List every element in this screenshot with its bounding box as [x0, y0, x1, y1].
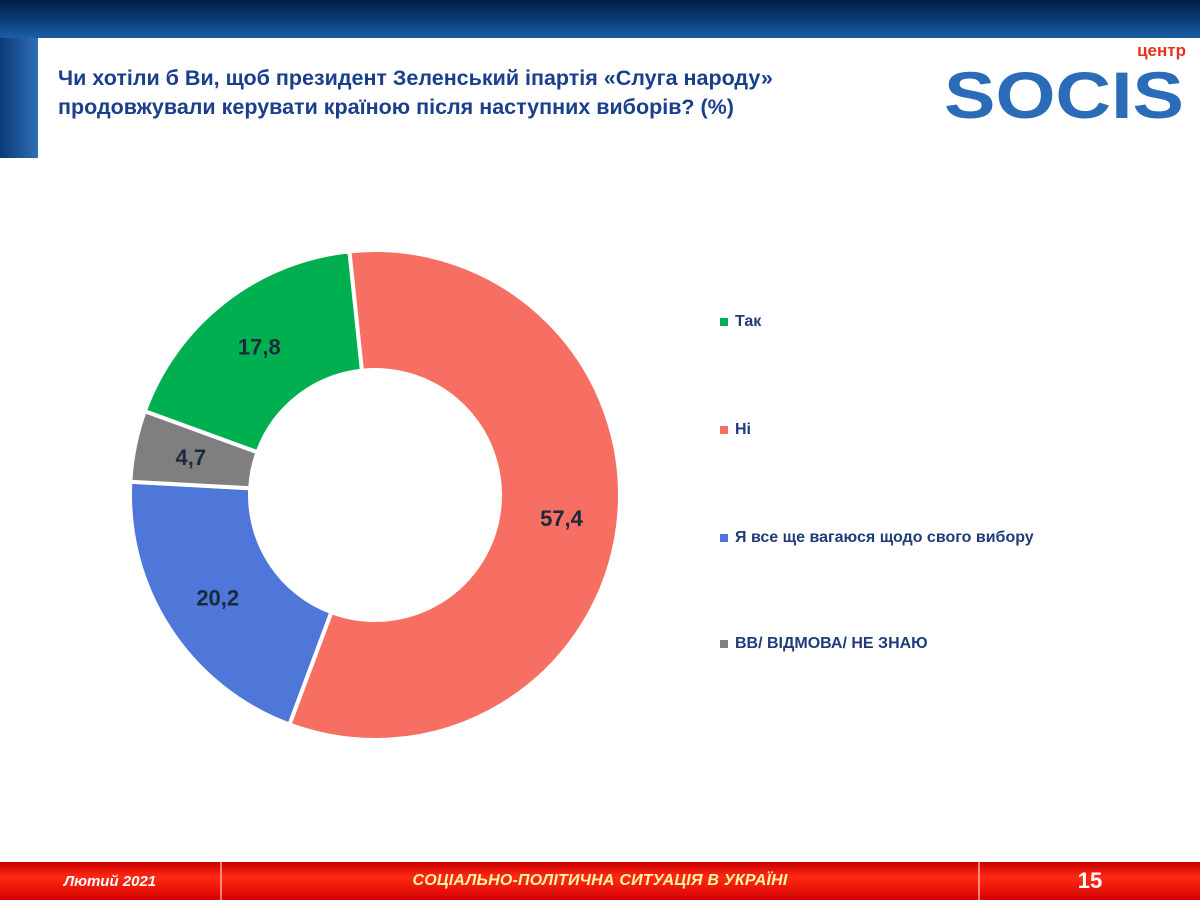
legend-item-ni: Ні: [720, 418, 751, 442]
title-line-2: продовжували керувати країною після наст…: [58, 95, 734, 119]
chart-slices: [128, 248, 622, 742]
page-title: Чи хотіли б Ви, щоб президент Зеленський…: [58, 64, 898, 122]
legend-label: ВВ/ ВІДМОВА/ НЕ ЗНАЮ: [735, 635, 928, 652]
slice-label-vagayusya: 20,2: [196, 586, 239, 611]
footer-bar: Лютий 2021 СОЦІАЛЬНО-ПОЛІТИЧНА СИТУАЦІЯ …: [0, 862, 1200, 900]
slice-label-vv-vidmova: 4,7: [176, 445, 207, 470]
legend-label: Ні: [735, 421, 751, 438]
slice-tak: [142, 249, 365, 455]
legend-label: Так: [735, 313, 762, 330]
footer-separator: [220, 862, 222, 900]
legend-swatch: [720, 318, 728, 326]
socis-logo: центр SOCIS: [944, 41, 1186, 128]
footer-separator: [978, 862, 980, 900]
slice-ni: [286, 248, 622, 742]
slice-label-tak: 17,8: [238, 334, 281, 359]
logo-small-text: центр: [1137, 41, 1186, 60]
footer-date: Лютий 2021: [63, 872, 157, 890]
chart-slice-labels: 17,8 57,4 20,2 4,7: [176, 334, 584, 610]
top-bar: [0, 0, 1200, 38]
page-number: 15: [1077, 868, 1103, 893]
slice-vagayusya: [128, 479, 334, 728]
slice-vv-vidmova: [128, 408, 261, 491]
title-line-1: Чи хотіли б Ви, щоб президент Зеленський…: [58, 66, 773, 90]
legend-item-vv-vidmova: ВВ/ ВІДМОВА/ НЕ ЗНАЮ: [720, 632, 928, 656]
logo-main-text: SOCIS: [944, 58, 1184, 128]
footer-topic: СОЦІАЛЬНО-ПОЛІТИЧНА СИТУАЦІЯ В УКРАЇНІ: [412, 872, 788, 889]
legend-swatch: [720, 426, 728, 434]
legend-item-tak: Так: [720, 310, 761, 334]
legend-label: Я все ще вагаюся щодо свого вибору: [735, 529, 1034, 546]
legend-item-vagayusya: Я все ще вагаюся щодо свого вибору: [720, 526, 1034, 550]
left-accent-bar: [0, 38, 38, 158]
legend-swatch: [720, 640, 728, 648]
slice-label-ni: 57,4: [540, 506, 584, 531]
legend-swatch: [720, 534, 728, 542]
